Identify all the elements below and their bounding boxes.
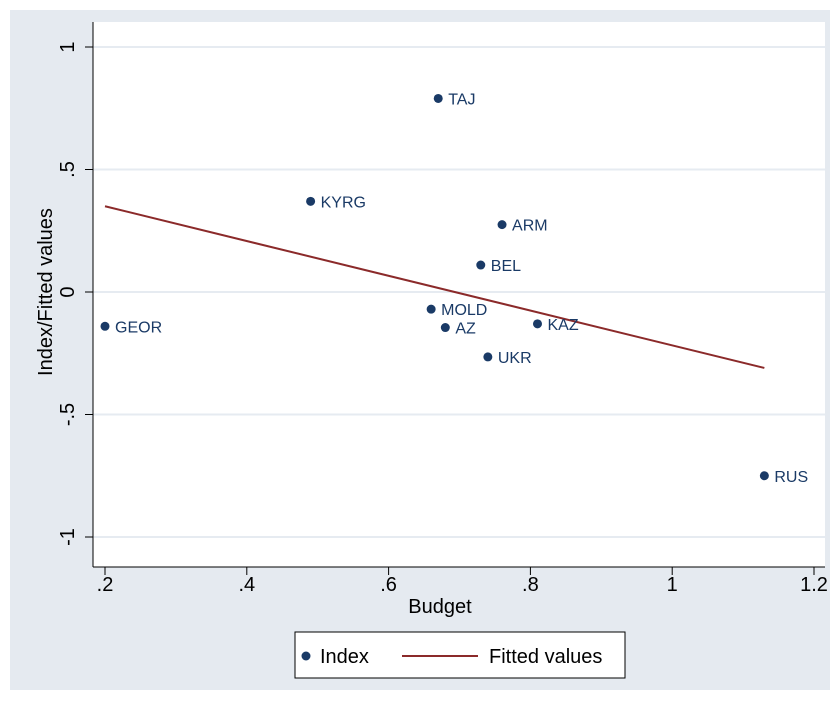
data-point-geor — [100, 321, 110, 331]
x-tick-label: 1 — [667, 574, 678, 596]
plot-area — [93, 22, 825, 567]
x-tick-label: .4 — [238, 574, 255, 596]
data-label-kaz: KAZ — [547, 317, 578, 334]
data-label-rus: RUS — [774, 469, 808, 486]
x-axis-label: Budget — [408, 596, 472, 618]
data-point-arm — [497, 220, 507, 230]
y-tick-label: -1 — [57, 528, 79, 546]
legend-box — [294, 631, 626, 679]
points-layer: TAJ KYRG ARM BEL MOLD AZ KAZ GEOR UKR RUS — [100, 91, 808, 486]
y-axis-label: Index/Fitted values — [35, 208, 57, 376]
data-label-bel: BEL — [491, 258, 521, 275]
data-point-kyrg — [306, 196, 316, 206]
fitted-line-layer — [104, 205, 765, 369]
y-tick-label: .5 — [57, 161, 79, 178]
axis-ticks: -1-.50.51.2.4.6.8 1 1.2 — [57, 41, 828, 596]
legend-index-label: Index — [320, 646, 369, 668]
fitted-values-line — [104, 205, 765, 369]
data-label-ukr: UKR — [498, 350, 532, 367]
data-point-ukr — [483, 352, 493, 362]
legend-fitted-label: Fitted values — [489, 646, 602, 668]
x-tick-label: 1.2 — [800, 574, 828, 596]
x-tick-label: .8 — [522, 574, 539, 596]
data-point-bel — [476, 260, 486, 270]
data-label-mold: MOLD — [441, 302, 487, 319]
y-tick-label: -.5 — [57, 403, 79, 426]
data-point-taj — [433, 93, 443, 103]
y-tick-label: 0 — [57, 286, 79, 297]
gridlines — [93, 46, 825, 538]
x-tick-label: .2 — [97, 574, 114, 596]
data-label-kyrg: KYRG — [321, 194, 366, 211]
data-label-arm: ARM — [512, 218, 548, 235]
x-tick-label: .6 — [380, 574, 397, 596]
legend: Index Fitted values — [294, 631, 626, 679]
data-point-kaz — [532, 319, 542, 329]
data-label-az: AZ — [455, 321, 476, 338]
legend-index-marker — [301, 651, 311, 661]
y-tick-label: 1 — [57, 41, 79, 52]
data-point-rus — [759, 471, 769, 481]
data-point-mold — [426, 304, 436, 314]
data-label-geor: GEOR — [115, 319, 162, 336]
data-label-taj: TAJ — [448, 91, 475, 108]
data-point-az — [440, 323, 450, 333]
